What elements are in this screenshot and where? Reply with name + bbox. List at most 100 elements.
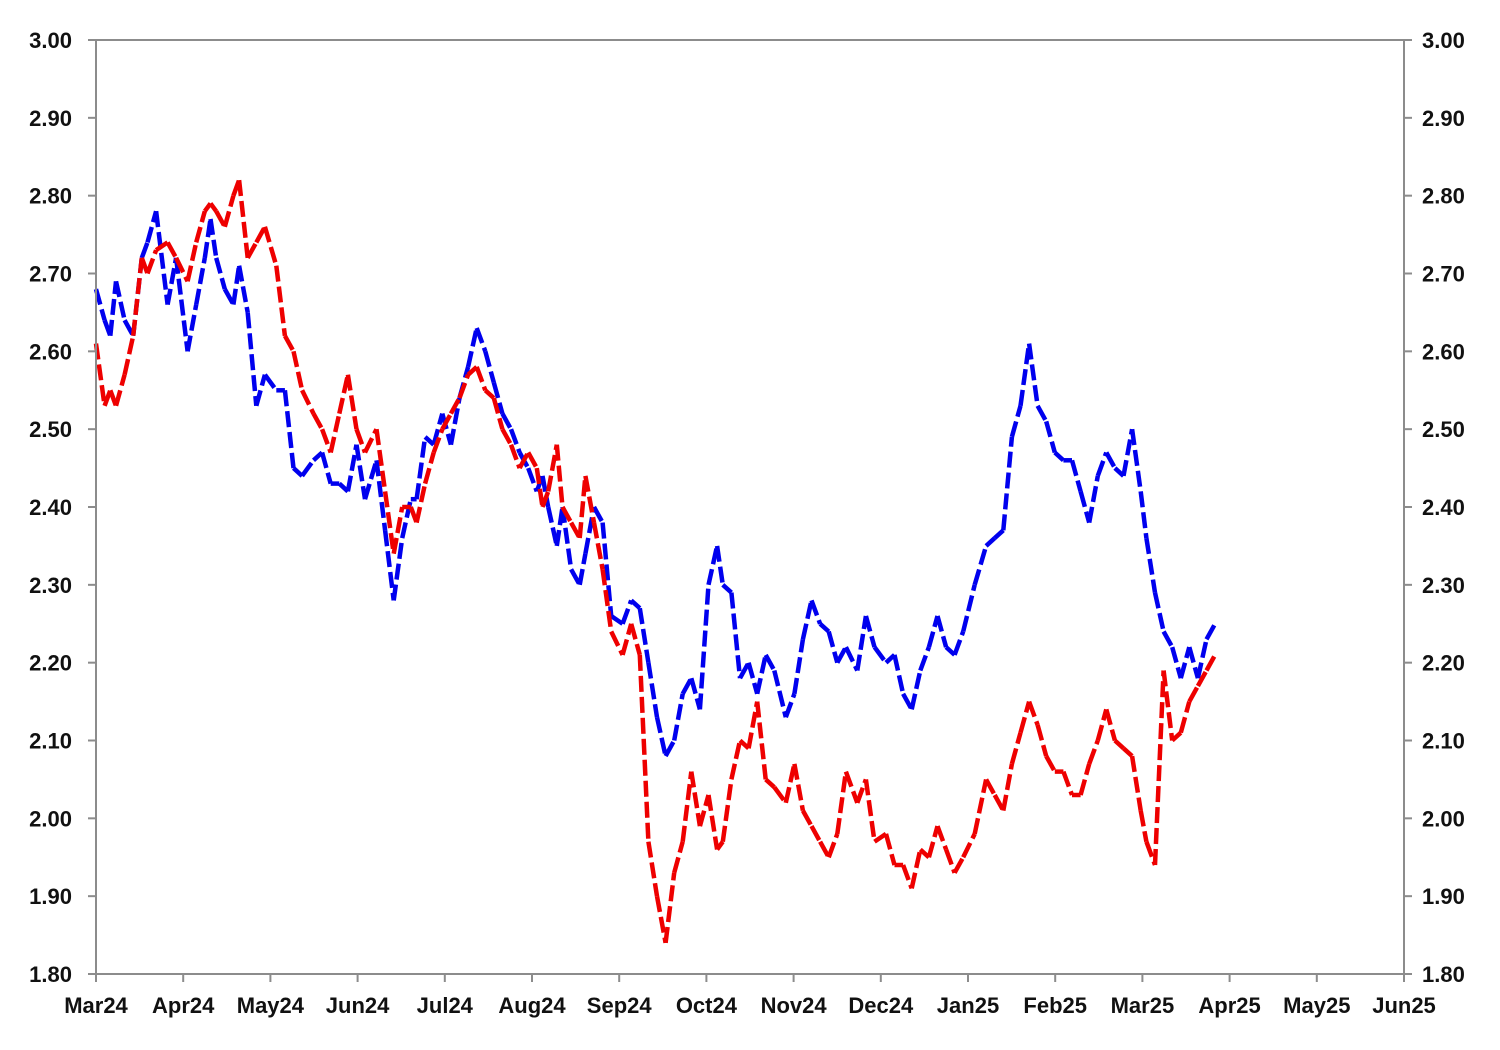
series-1-segment [909,849,923,889]
series-1-segment [1144,840,1158,866]
series-0-segment [926,615,940,648]
series-1-segment [554,444,565,508]
series-0-segment [706,545,720,586]
series-1-segment [1026,700,1040,726]
series-0-segment [193,257,208,306]
right-y-tick-label: 2.90 [1422,106,1465,131]
series-1-segment [194,210,207,243]
right-y-tick-label: 2.30 [1422,573,1465,598]
x-tick-label: Sep24 [587,993,653,1018]
series-0-segment [1078,490,1092,524]
series-0-segment [300,458,316,478]
series-layer [93,179,1218,944]
series-1-segment [236,179,250,259]
series-1-segment [508,443,522,469]
right-y-tick-label: 2.80 [1422,184,1465,209]
series-1-segment [577,475,588,539]
series-1-segment [319,428,333,454]
series-1-segment [130,257,145,337]
series-0-segment [465,327,479,368]
series-0-segment [746,662,760,695]
series-1-segment [654,895,668,944]
x-tick-label: Jul24 [417,993,474,1018]
series-0-segment [629,598,642,610]
series-1-segment [448,396,462,415]
series-0-segment [671,693,685,741]
series-1-segment [1018,701,1032,734]
series-0-segment [254,374,268,407]
x-tick-label: Apr24 [152,993,215,1018]
right-y-tick-label: 3.00 [1422,28,1465,53]
series-1-segment [500,428,513,446]
series-0-segment [1018,343,1032,407]
series-1-segment [746,701,760,749]
left-y-tick-label: 2.70 [29,262,72,287]
left-y-tick-label: 2.90 [29,106,72,131]
x-tick-label: Aug24 [498,993,566,1018]
series-0-segment [646,662,660,718]
left-y-tick-label: 1.90 [29,884,72,909]
x-tick-label: Dec24 [848,993,914,1018]
series-1-segment [165,241,179,259]
series-0-segment [236,265,250,313]
series-0-segment [1178,646,1192,679]
series-1-segment [1078,763,1092,796]
series-0-segment [208,218,219,259]
series-0-segment [491,381,505,415]
right-y-tick-label: 1.80 [1422,962,1465,987]
series-1-segment [1161,670,1175,741]
series-1-segment [337,374,351,415]
series-0-segment [113,280,127,321]
x-tick-label: Feb25 [1023,993,1087,1018]
series-1-segment [122,335,136,376]
series-0-segment [783,693,797,718]
series-0-segment [863,615,877,648]
series-1-segment [262,226,279,267]
series-0-segment [935,615,949,648]
series-0-segment [165,257,179,306]
series-0-segment [526,467,539,493]
series-0-segment [952,630,966,656]
series-1-segment [1001,763,1015,812]
series-1-segment [1170,731,1183,743]
series-0-segment [483,350,496,384]
series-1-segment [93,343,107,407]
series-1-segment [311,412,325,431]
x-tick-label: May25 [1283,993,1350,1018]
series-0-segment [345,444,359,492]
series-1-segment [835,771,849,835]
series-1-segment [414,483,428,524]
series-1-segment [154,240,169,252]
x-tick-label: Apr25 [1198,993,1260,1018]
series-1-segment [1204,653,1218,672]
series-0-segment [1035,404,1049,423]
series-1-segment [545,444,560,492]
series-1-segment [855,778,869,804]
series-0-segment [918,646,932,672]
left-y-tick-label: 3.00 [29,28,72,53]
series-1-segment [1121,746,1134,758]
series-1-segment [391,506,405,555]
series-1-segment [1044,755,1057,773]
series-1-segment [1061,770,1075,796]
left-y-tick-label: 2.60 [29,339,72,364]
series-1-segment [208,202,219,213]
right-y-tick-label: 2.40 [1422,495,1465,520]
series-0-segment [93,288,107,321]
series-0-segment [1069,459,1083,492]
series-1-segment [843,770,860,804]
series-1-segment [374,428,388,492]
series-1-segment [274,265,288,337]
series-0-segment [592,505,605,524]
series-1-segment [145,249,159,275]
series-0-segment [654,716,668,757]
series-0-segment [500,412,513,431]
series-1-segment [984,778,997,797]
series-1-segment [457,373,471,399]
series-1-segment [526,451,539,470]
series-1-segment [629,623,642,656]
series-0-segment [362,459,379,500]
series-1-segment [560,505,574,524]
series-0-segment [697,584,711,710]
series-0-segment [1026,343,1040,407]
